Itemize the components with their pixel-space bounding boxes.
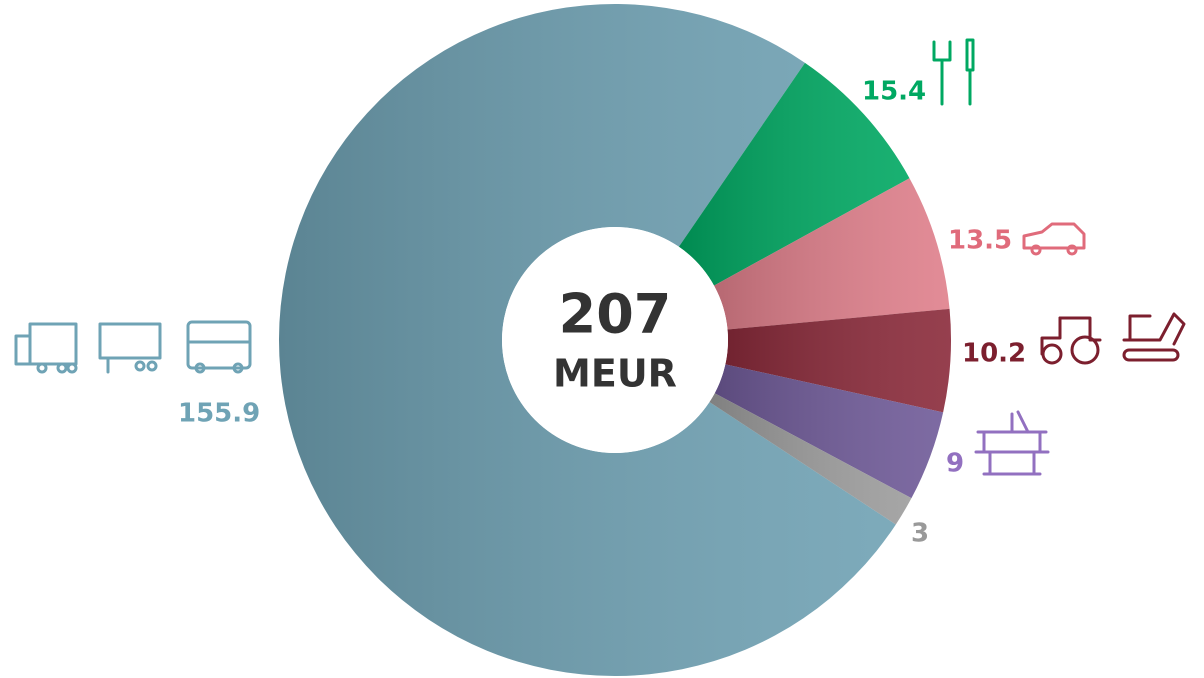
data-label: 15.4	[862, 77, 926, 107]
center-total: 207	[559, 283, 672, 346]
data-label: 3	[911, 519, 929, 549]
vehicle-icons	[14, 320, 252, 374]
donut-hole	[502, 227, 728, 453]
tools-icon	[932, 38, 975, 106]
center-unit: MEUR	[553, 352, 677, 396]
data-label: 155.9	[178, 399, 260, 429]
data-label: 9	[946, 449, 964, 479]
machinery-icons	[1040, 312, 1186, 365]
data-label: 13.5	[948, 226, 1012, 256]
car-icon	[1022, 222, 1086, 256]
rig-icon	[974, 410, 1050, 476]
data-label: 10.2	[962, 339, 1026, 369]
